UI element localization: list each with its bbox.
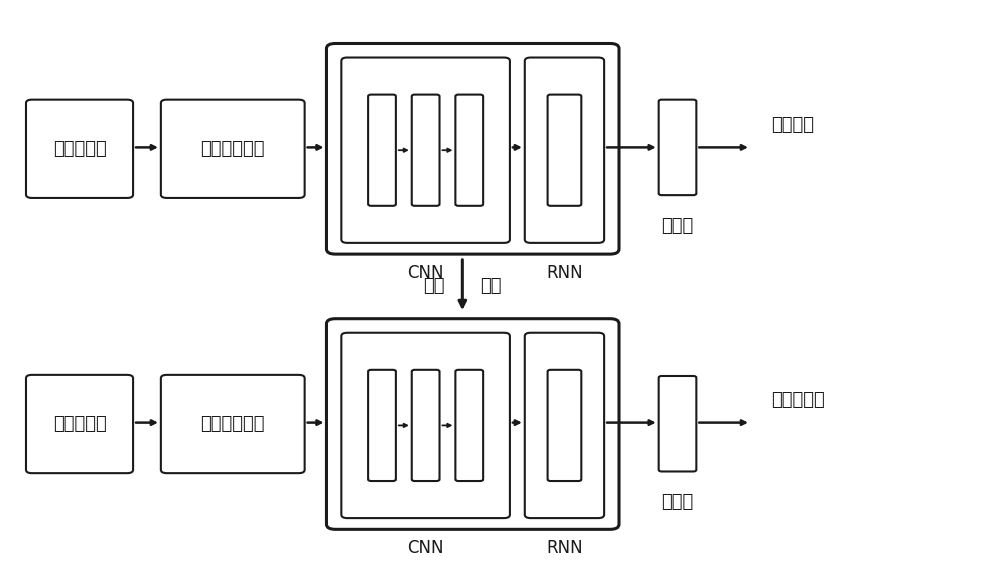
Text: RNN: RNN — [546, 539, 583, 557]
FancyBboxPatch shape — [659, 376, 696, 471]
Text: 均衡数据集: 均衡数据集 — [53, 415, 106, 433]
FancyBboxPatch shape — [161, 375, 305, 473]
Text: 长尾数据集: 长尾数据集 — [53, 140, 106, 158]
Text: 输出层: 输出层 — [661, 494, 694, 511]
FancyBboxPatch shape — [525, 58, 604, 243]
Text: 对数梅尔特征: 对数梅尔特征 — [200, 140, 265, 158]
FancyBboxPatch shape — [455, 370, 483, 481]
Text: CNN: CNN — [407, 264, 444, 282]
Text: CNN: CNN — [407, 539, 444, 557]
FancyBboxPatch shape — [659, 100, 696, 195]
FancyBboxPatch shape — [368, 370, 396, 481]
FancyBboxPatch shape — [161, 100, 305, 198]
Text: 源域输出: 源域输出 — [771, 116, 814, 134]
FancyBboxPatch shape — [548, 95, 581, 206]
Text: 学习: 学习 — [480, 278, 502, 295]
FancyBboxPatch shape — [26, 100, 133, 198]
FancyBboxPatch shape — [548, 370, 581, 481]
FancyBboxPatch shape — [412, 370, 440, 481]
FancyBboxPatch shape — [455, 95, 483, 206]
Text: 输出层: 输出层 — [661, 217, 694, 235]
Text: 目标域输出: 目标域输出 — [771, 391, 824, 409]
FancyBboxPatch shape — [341, 58, 510, 243]
FancyBboxPatch shape — [412, 95, 440, 206]
FancyBboxPatch shape — [326, 43, 619, 254]
FancyBboxPatch shape — [368, 95, 396, 206]
FancyBboxPatch shape — [326, 319, 619, 530]
Text: 对数梅尔特征: 对数梅尔特征 — [200, 415, 265, 433]
FancyBboxPatch shape — [26, 375, 133, 473]
Text: RNN: RNN — [546, 264, 583, 282]
FancyBboxPatch shape — [341, 333, 510, 518]
FancyBboxPatch shape — [525, 333, 604, 518]
Text: 迁移: 迁移 — [423, 278, 444, 295]
